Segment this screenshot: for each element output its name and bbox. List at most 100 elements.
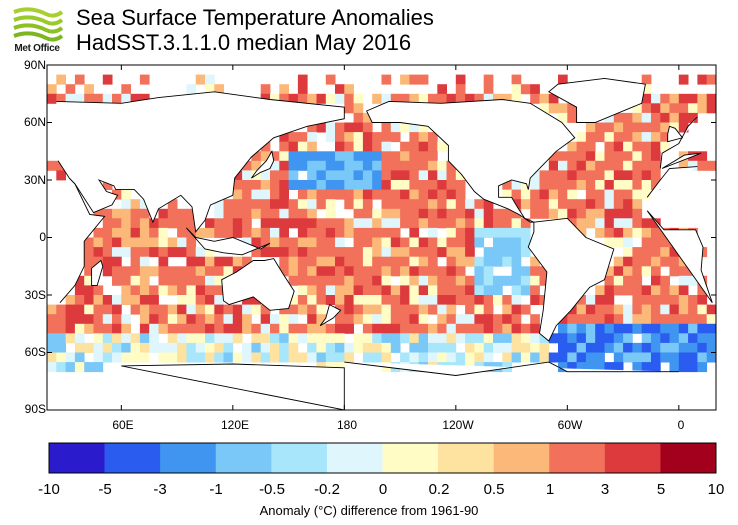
anomaly-cell [678,160,689,171]
anomaly-cell [381,199,392,210]
anomaly-cell [158,247,169,258]
anomaly-cell [381,275,392,286]
anomaly-cell [623,352,633,363]
anomaly-cell [307,208,317,219]
anomaly-cell [381,256,392,267]
anomaly-cell [390,170,401,181]
anomaly-cell [232,333,243,344]
anomaly-cell [102,227,113,238]
anomaly-cell [604,160,615,171]
anomaly-cell [409,208,420,219]
anomaly-cell [623,132,633,143]
anomaly-cell [242,170,252,181]
anomaly-cell [390,304,401,315]
anomaly-cell [390,151,401,162]
anomaly-cell [585,141,596,152]
anomaly-cell [232,189,243,200]
anomaly-cell [65,84,76,95]
anomaly-cell [307,218,317,229]
anomaly-cell [186,314,197,325]
anomaly-cell [232,208,243,219]
anomaly-cell [214,275,224,286]
anomaly-cell [56,352,66,363]
anomaly-cell [325,122,336,133]
anomaly-cell [409,285,420,296]
anomaly-cell [232,256,243,267]
anomaly-cell [74,93,85,104]
anomaly-cell [325,189,336,200]
anomaly-cell [483,333,494,344]
anomaly-cell [400,93,410,104]
anomaly-cell [437,314,447,325]
anomaly-cell [418,74,429,85]
anomaly-cell [112,352,122,363]
anomaly-cell [520,247,531,258]
anomaly-cell [232,304,243,315]
colorbar-tick-label: -0.5 [259,481,285,498]
anomaly-cell [84,237,94,248]
anomaly-cell [47,352,57,363]
anomaly-cell [307,227,317,238]
anomaly-cell [660,122,670,133]
anomaly-cell [325,285,336,296]
anomaly-cell [576,151,587,162]
anomaly-cell [437,189,447,200]
anomaly-cell [205,342,215,353]
anomaly-cell [335,342,345,353]
anomaly-cell [651,314,661,325]
anomaly-cell [400,141,410,152]
anomaly-cell [539,352,550,363]
anomaly-cell [390,256,401,267]
anomaly-cell [418,295,429,305]
anomaly-cell [651,295,661,305]
anomaly-cell [381,218,392,229]
colorbar-caption: Anomaly (°C) difference from 1961-90 [259,503,479,518]
anomaly-cell [530,333,540,344]
anomaly-cell [530,199,540,210]
anomaly-cell [483,256,494,267]
anomaly-cell [576,323,587,334]
anomaly-cell [576,352,587,363]
anomaly-cell [381,352,392,363]
anomaly-cell [325,74,336,85]
anomaly-cell [409,295,420,305]
land-indonesia [186,227,271,256]
anomaly-cell [409,256,420,267]
anomaly-cell [381,160,392,171]
anomaly-cell [632,362,643,373]
anomaly-cell [595,180,605,190]
anomaly-cell [511,180,522,190]
anomaly-cell [400,333,410,344]
anomaly-cell [279,141,289,152]
anomaly-cell [623,189,633,200]
anomaly-cell [455,247,466,258]
anomaly-cell [493,256,503,267]
anomaly-cell [428,266,438,277]
anomaly-cell [437,333,447,344]
anomaly-cell [223,266,234,277]
anomaly-cell [288,304,299,315]
anomaly-cell [400,180,410,190]
anomaly-cell [613,285,624,296]
anomaly-cell [455,84,466,95]
anomaly-cell [418,323,429,334]
anomaly-cell [400,237,410,248]
anomaly-cell [335,237,345,248]
anomaly-cell [121,295,131,305]
anomaly-cell [409,141,420,152]
anomaly-cell [344,160,354,171]
anomaly-cell [446,295,457,305]
lon-label-180: 180 [336,418,358,432]
anomaly-cell [465,199,475,210]
anomaly-cell [195,323,206,334]
anomaly-cell [511,304,522,315]
anomaly-cell [428,285,438,296]
anomaly-cell [465,218,475,229]
anomaly-cell [706,103,717,114]
anomaly-cell [539,189,550,200]
anomaly-cell [660,314,670,325]
anomaly-cell [362,323,373,334]
anomaly-cell [678,112,689,123]
anomaly-cell [121,247,131,258]
anomaly-cell [335,352,345,363]
